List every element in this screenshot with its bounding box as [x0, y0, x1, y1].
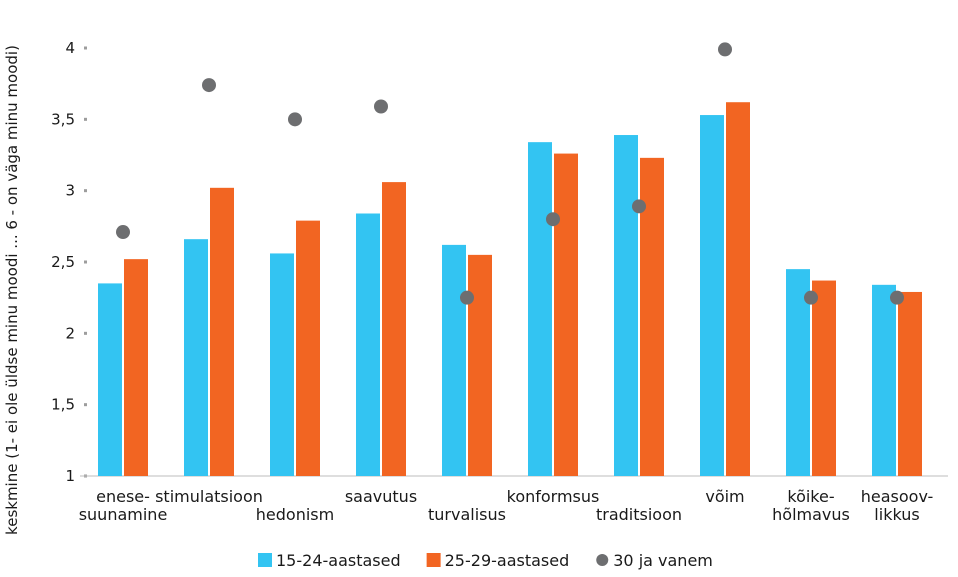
y-tick-mark — [84, 331, 87, 335]
bar-15-24 — [786, 269, 810, 476]
category-label: enese- — [96, 487, 150, 506]
dot-30-plus — [804, 290, 818, 305]
y-tick-label: 4 — [65, 39, 75, 57]
category-label: kõike- — [787, 487, 834, 506]
category-label: saavutus — [345, 487, 417, 506]
bar-15-24 — [614, 135, 638, 476]
y-tick-label: 1 — [65, 467, 75, 485]
bar-25-29 — [726, 102, 750, 477]
category-label: suunamine — [79, 505, 168, 524]
category-label: võim — [705, 487, 744, 506]
bar-15-24 — [528, 142, 552, 476]
y-tick-label: 2 — [65, 324, 75, 342]
bar-15-24 — [98, 283, 122, 476]
dot-30-plus — [546, 212, 560, 227]
bar-15-24 — [184, 239, 208, 476]
y-tick-mark — [84, 46, 87, 50]
y-axis-label: keskmine (1- ei ole üldse minu moodi ...… — [3, 45, 21, 535]
bar-25-29 — [468, 254, 492, 476]
bar-25-29 — [812, 280, 836, 476]
bar-15-24 — [442, 244, 466, 476]
bar-25-29 — [554, 153, 578, 476]
bar-15-24 — [356, 213, 380, 476]
dot-30-plus — [890, 290, 904, 305]
y-tick-mark — [84, 189, 87, 193]
y-axis: 1 1,5 2 2,5 3 3,5 4 — [51, 39, 87, 485]
category-label: stimulatsioon — [155, 487, 263, 506]
bar-25-29 — [210, 187, 234, 476]
legend-label: 15-24-aastased — [276, 551, 401, 570]
y-tick-label: 3 — [65, 182, 75, 200]
bar-15-24 — [872, 284, 896, 476]
category-label: turvalisus — [428, 505, 506, 524]
dot-30-plus — [202, 78, 216, 93]
bars-layer — [98, 102, 922, 477]
category-label: likkus — [874, 505, 919, 524]
bar-15-24 — [700, 115, 724, 476]
category-label: konformsus — [507, 487, 600, 506]
y-tick-mark — [84, 403, 87, 407]
category-label: hedonism — [256, 505, 334, 524]
category-label: traditsioon — [596, 505, 682, 524]
legend-label: 25-29-aastased — [445, 551, 570, 570]
y-tick-label: 1,5 — [51, 396, 75, 414]
legend-swatch — [426, 553, 441, 567]
y-tick-mark — [84, 260, 87, 264]
bar-25-29 — [124, 259, 148, 476]
dot-30-plus — [116, 225, 130, 240]
dot-30-plus — [632, 199, 646, 214]
legend-label: 30 ja vanem — [613, 551, 713, 570]
dots-layer — [116, 42, 904, 305]
dot-30-plus — [460, 290, 474, 305]
bar-15-24 — [270, 253, 294, 476]
category-label: hõlmavus — [772, 505, 850, 524]
dot-30-plus — [718, 42, 732, 57]
y-tick-label: 2,5 — [51, 253, 75, 271]
bar-25-29 — [382, 182, 406, 476]
y-tick-mark — [84, 117, 87, 121]
category-label: heasoov- — [861, 487, 934, 506]
legend-swatch — [596, 554, 609, 566]
bar-25-29 — [898, 291, 922, 476]
dot-30-plus — [288, 112, 302, 127]
legend: 15-24-aastased 25-29-aastased 30 ja vanem — [258, 551, 713, 570]
y-tick-label: 3,5 — [51, 110, 75, 128]
legend-swatch — [258, 553, 272, 567]
bar-25-29 — [296, 220, 320, 476]
dot-30-plus — [374, 99, 388, 114]
